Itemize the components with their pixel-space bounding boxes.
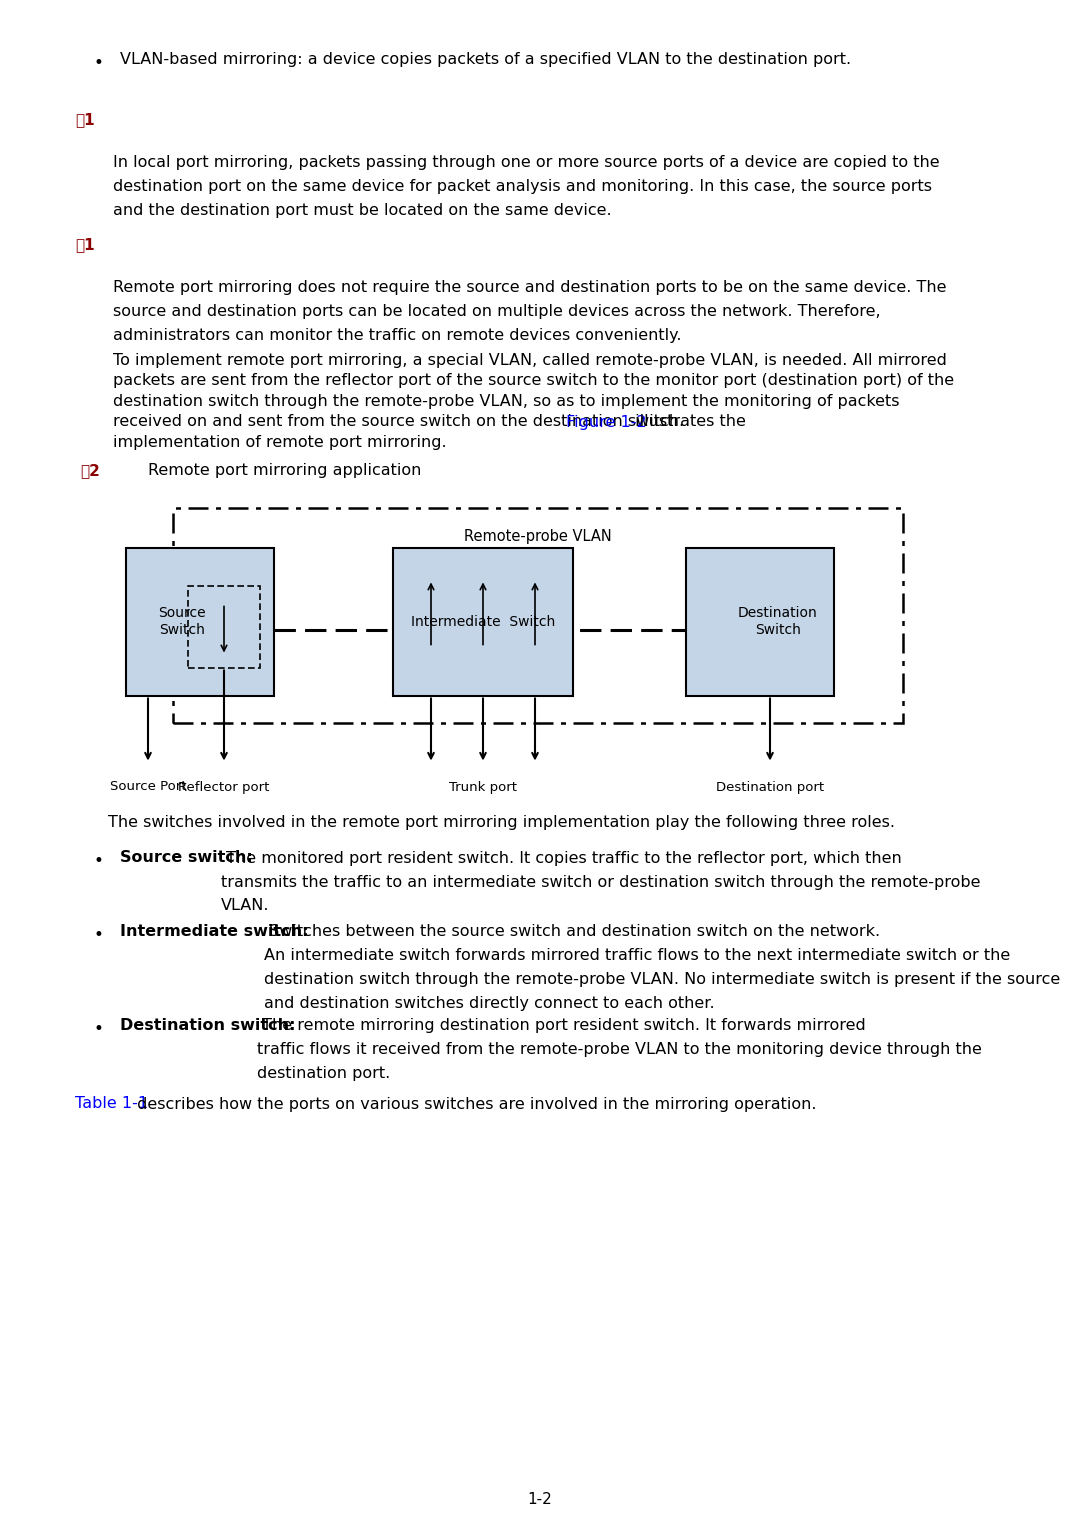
Text: received on and sent from the source switch on the destination switch.: received on and sent from the source swi… [113,414,689,429]
Text: •: • [93,1020,103,1038]
Text: Intermediate  Switch: Intermediate Switch [410,614,555,629]
Text: 图1: 图1 [75,237,95,252]
Text: Remote-probe VLAN: Remote-probe VLAN [464,530,612,545]
Bar [393,548,573,695]
Text: Switches between the source switch and destination switch on the network.
An int: Switches between the source switch and d… [264,924,1061,1011]
Text: The monitored port resident switch. It copies traffic to the reflector port, whi: The monitored port resident switch. It c… [220,851,981,913]
Text: 图1: 图1 [75,111,95,127]
Text: Destination port: Destination port [716,780,824,794]
Text: Destination switch:: Destination switch: [120,1019,296,1032]
Text: 图2: 图2 [80,464,99,478]
Text: 1-2: 1-2 [528,1492,552,1507]
Text: destination switch through the remote-probe VLAN, so as to implement the monitor: destination switch through the remote-pr… [113,394,900,409]
Text: Destination
Switch: Destination Switch [738,606,818,637]
Text: The remote mirroring destination port resident switch. It forwards mirrored
traf: The remote mirroring destination port re… [257,1019,982,1081]
Text: •: • [93,852,103,870]
Text: The switches involved in the remote port mirroring implementation play the follo: The switches involved in the remote port… [108,815,895,831]
Text: Table 1-1: Table 1-1 [75,1096,148,1112]
Text: VLAN-based mirroring: a device copies packets of a specified VLAN to the destina: VLAN-based mirroring: a device copies pa… [120,52,851,67]
Text: implementation of remote port mirroring.: implementation of remote port mirroring. [113,435,447,450]
Bar [188,585,260,667]
Text: In local port mirroring, packets passing through one or more source ports of a d: In local port mirroring, packets passing… [113,156,940,218]
Bar [173,507,903,722]
Text: Source Port: Source Port [110,780,186,794]
Text: Intermediate switch:: Intermediate switch: [120,924,309,939]
Text: Remote port mirroring application: Remote port mirroring application [148,464,421,478]
Text: •: • [93,53,103,72]
Text: To implement remote port mirroring, a special VLAN, called remote-probe VLAN, is: To implement remote port mirroring, a sp… [113,353,947,368]
Text: Source switch:: Source switch: [120,851,253,866]
Text: Figure 1-2: Figure 1-2 [566,414,647,429]
Text: Reflector port: Reflector port [178,780,270,794]
Text: packets are sent from the reflector port of the source switch to the monitor por: packets are sent from the reflector port… [113,374,954,388]
Text: describes how the ports on various switches are involved in the mirroring operat: describes how the ports on various switc… [133,1096,816,1112]
Text: Trunk port: Trunk port [449,780,517,794]
Bar [126,548,274,695]
Text: Remote port mirroring does not require the source and destination ports to be on: Remote port mirroring does not require t… [113,279,946,344]
Text: illustrates the: illustrates the [630,414,745,429]
Bar [686,548,834,695]
Text: •: • [93,925,103,944]
Text: Source
Switch: Source Switch [159,606,206,637]
